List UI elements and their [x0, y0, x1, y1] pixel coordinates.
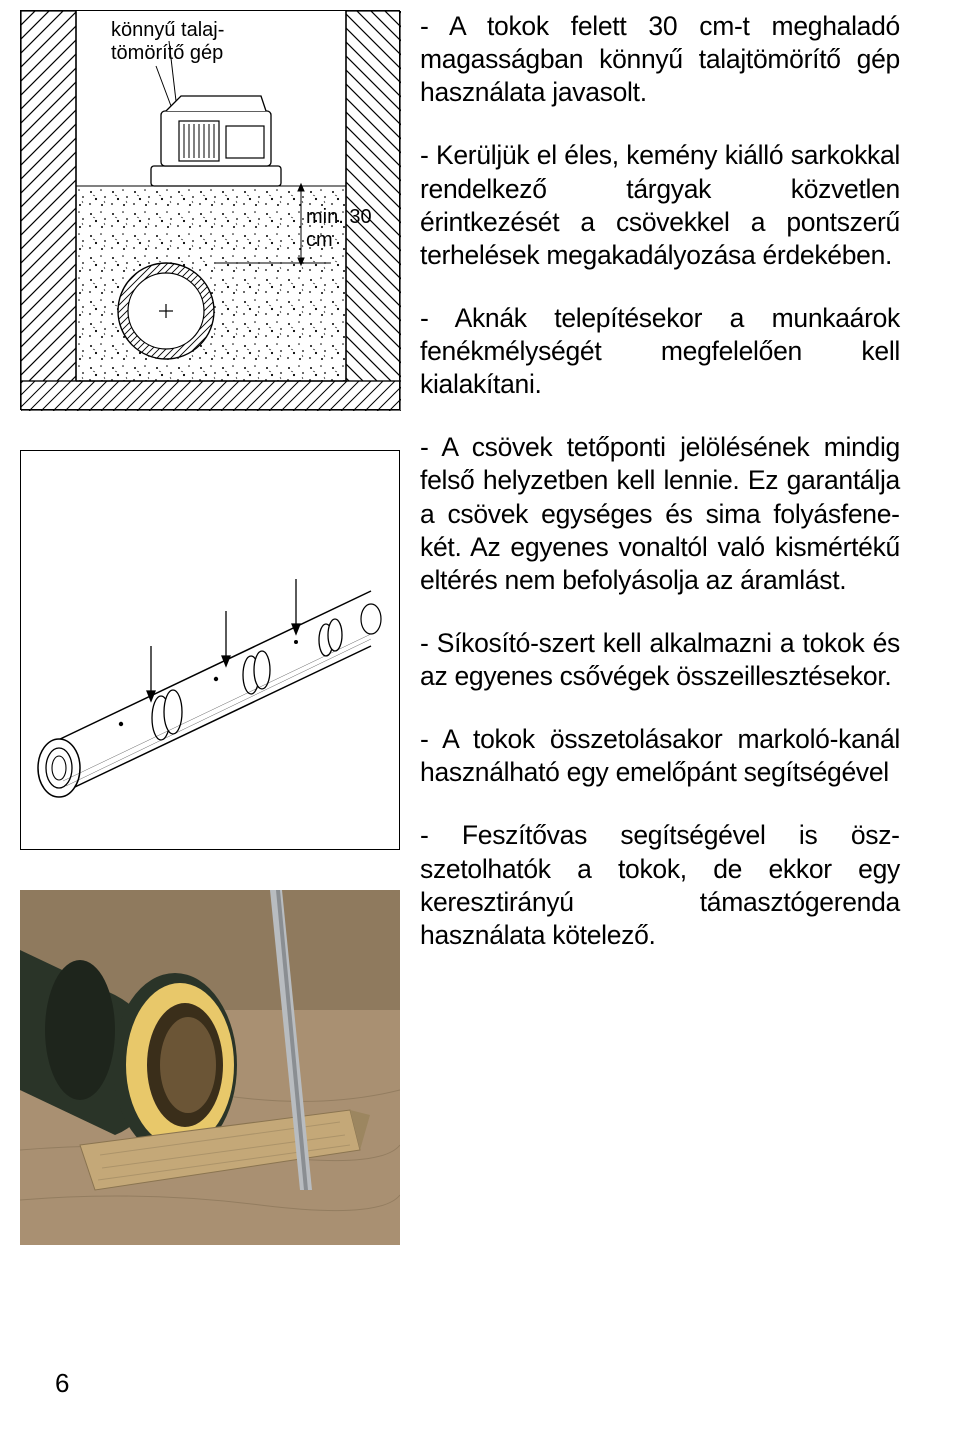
paragraph-2: - Kerüljük el éles, kemény kiálló sarkok… [420, 139, 900, 272]
right-column: - A tokok felett 30 cm-t meg­haladó maga… [420, 0, 900, 1245]
paragraph-4: - A csövek tetőponti jelölésének mindig … [420, 431, 900, 597]
label-min-30cm: min. 30 cm [306, 206, 399, 252]
label-compactor: könnyű talaj- tömörítő gép [111, 19, 224, 65]
figure-photo-pipe-joint [20, 890, 400, 1245]
figure-pipe-top-marking [20, 450, 400, 850]
figure-trench-cross-section: könnyű talaj- tömörítő gép min. 30 cm [20, 10, 400, 410]
paragraph-5: - Síkosító-szert kell alkalmazni a tokok… [420, 627, 900, 693]
paragraph-7: - Feszítővas segítségével is ösz­szetolh… [420, 819, 900, 952]
paragraph-3: - Aknák telepítésekor a munka­árok fenék… [420, 302, 900, 401]
paragraph-6: - A tokok összetolásakor mar­koló-kanál … [420, 723, 900, 789]
pipe3d-svg [21, 451, 401, 851]
paragraph-1: - A tokok felett 30 cm-t meg­haladó maga… [420, 10, 900, 109]
left-column: könnyű talaj- tömörítő gép min. 30 cm [0, 0, 420, 1245]
page-number: 6 [55, 1368, 69, 1399]
